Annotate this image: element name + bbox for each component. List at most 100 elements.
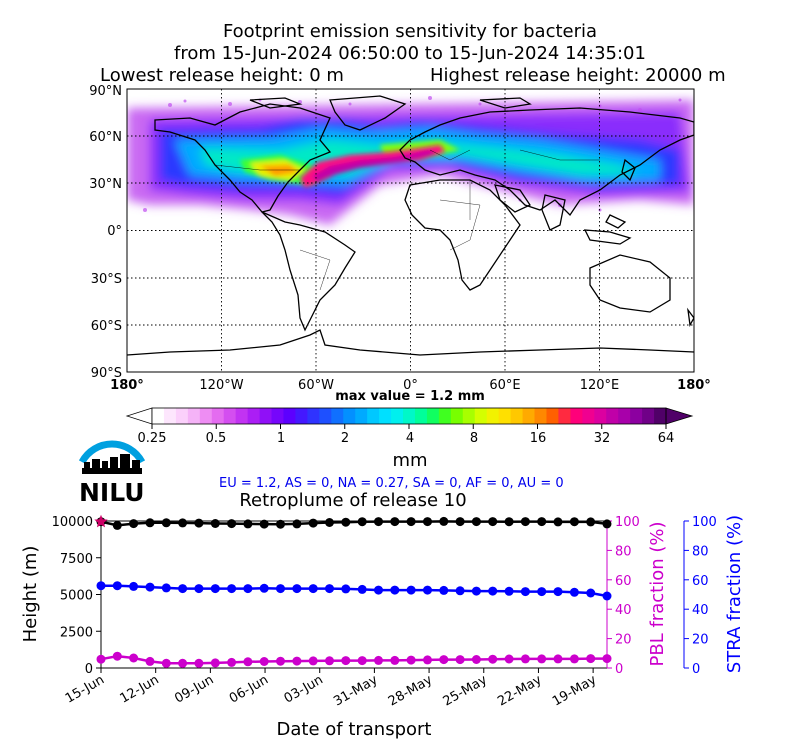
series-point-2	[276, 584, 285, 594]
series-point-2	[504, 586, 514, 596]
colorbar-cell	[498, 408, 512, 424]
series-point-1	[406, 655, 416, 665]
stra-tick-label: 40	[692, 603, 709, 618]
colorbar-cell	[355, 408, 368, 424]
series-point-1	[357, 656, 367, 666]
series-point-2	[423, 585, 432, 595]
title-line-2: from 15-Jun-2024 06:50:00 to 15-Jun-2024…	[174, 43, 646, 64]
series-point-0	[586, 517, 596, 527]
series-point-1	[390, 655, 400, 665]
series-point-1	[112, 651, 122, 661]
plot-frame	[100, 520, 608, 669]
series-point-1	[553, 654, 563, 664]
footprint-map: 90°N 60°N 30°N 0° 30°S 60°S 90°S 180° 12…	[89, 84, 711, 400]
colorbar-tick-label: 64	[658, 431, 675, 446]
stra-tick-label: 0	[692, 662, 700, 677]
lon-label: 60°W	[298, 378, 334, 393]
series-point-0	[325, 518, 334, 527]
series-point-1	[586, 654, 596, 664]
lat-label: 30°N	[89, 177, 122, 192]
colorbar-cell	[259, 408, 273, 424]
series-point-1	[325, 656, 334, 666]
colorbar-cell	[630, 408, 643, 424]
lat-label: 60°S	[91, 319, 122, 334]
series-point-2	[129, 581, 139, 591]
stra-tick-label: 100	[692, 515, 717, 530]
colorbar-cell	[379, 408, 392, 424]
y-tick-label: 7500	[60, 552, 93, 567]
pbl-tick-label: 0	[615, 662, 623, 677]
series-point-1	[537, 654, 547, 664]
y-tick-label: 2500	[60, 625, 93, 640]
series-point-1	[423, 655, 432, 665]
series-point-0	[471, 517, 481, 527]
regions-summary: EU = 1.2, AS = 0, NA = 0.27, SA = 0, AF …	[219, 476, 564, 491]
series-point-2	[96, 581, 106, 591]
lat-label: 30°S	[91, 272, 122, 287]
x-tick-label: 25-May	[441, 672, 490, 709]
colorbar-cell	[247, 408, 261, 424]
colorbar-cell	[367, 408, 380, 424]
series-point-1	[374, 655, 383, 665]
series-point-0	[390, 517, 400, 527]
colorbar-cell	[331, 408, 344, 424]
series-point-2	[308, 584, 318, 594]
series-point-0	[161, 518, 171, 528]
series-point-1	[161, 658, 171, 668]
x-tick-label: 03-Jun	[282, 672, 326, 706]
colorbar-cell	[283, 408, 297, 424]
colorbar-cell	[486, 408, 500, 424]
pbl-tick-label: 60	[615, 574, 632, 589]
series-point-2	[292, 584, 302, 594]
release-start-star	[94, 514, 108, 528]
colorbar-cell	[462, 408, 476, 424]
lat-label: 0°	[107, 224, 122, 239]
x-tick-label: 09-Jun	[172, 672, 216, 706]
colorbar-tick-label: 4	[406, 431, 414, 446]
series-point-0	[259, 519, 269, 529]
x-tick-label: 28-May	[386, 672, 435, 709]
colorbar-cell	[510, 408, 524, 424]
series-point-2	[374, 585, 383, 595]
stra-axis: 0 20 40 60 80 100	[684, 515, 717, 677]
lon-label: 180°	[677, 378, 711, 393]
series-point-1	[145, 656, 155, 666]
series-point-0	[602, 519, 612, 529]
colorbar-tick-labels: 0.25 0.5 1 2 4 8 16 32 64	[138, 431, 675, 446]
colorbar-cell	[570, 408, 583, 424]
series-point-2	[178, 584, 188, 594]
colorbar-cell	[152, 408, 165, 424]
x-tick-label: 12-Jun	[118, 672, 162, 706]
colorbar-cell	[606, 408, 619, 424]
pbl-tick-label: 20	[615, 633, 632, 648]
series-point-0	[178, 518, 188, 528]
lat-label: 60°N	[89, 130, 122, 145]
pbl-tick-label: 80	[615, 544, 632, 559]
series-point-0	[243, 519, 253, 529]
series-point-2	[471, 586, 481, 596]
series-point-1	[488, 654, 498, 664]
lon-label: 180°	[110, 378, 144, 393]
colorbar-cells	[125, 407, 694, 425]
series-point-2	[439, 585, 449, 595]
colorbar-tick-label: 0.25	[138, 431, 167, 446]
colorbar-cell	[450, 408, 464, 424]
lat-label: 90°S	[91, 366, 122, 381]
colorbar: 0.25 0.5 1 2 4 8 16 32 64 mm	[125, 407, 694, 471]
colorbar-tick-label: 2	[341, 431, 349, 446]
y-tick-label: 5000	[60, 589, 93, 604]
y-tick-label: 10000	[52, 515, 93, 530]
colorbar-unit-label: mm	[392, 450, 427, 471]
series-point-1	[243, 657, 253, 667]
series-point-0	[374, 517, 383, 527]
colorbar-cell	[163, 408, 177, 424]
colorbar-cell	[319, 408, 332, 424]
title-line-3-lowest: Lowest release height: 0 m	[100, 65, 344, 86]
title-line-1: Footprint emission sensitivity for bacte…	[222, 21, 598, 42]
colorbar-cell	[175, 408, 189, 424]
series-point-0	[504, 517, 514, 527]
colorbar-tick-label: 16	[530, 431, 547, 446]
stra-tick-label: 80	[692, 544, 709, 559]
colorbar-cell	[223, 408, 237, 424]
series-point-2	[357, 584, 367, 594]
